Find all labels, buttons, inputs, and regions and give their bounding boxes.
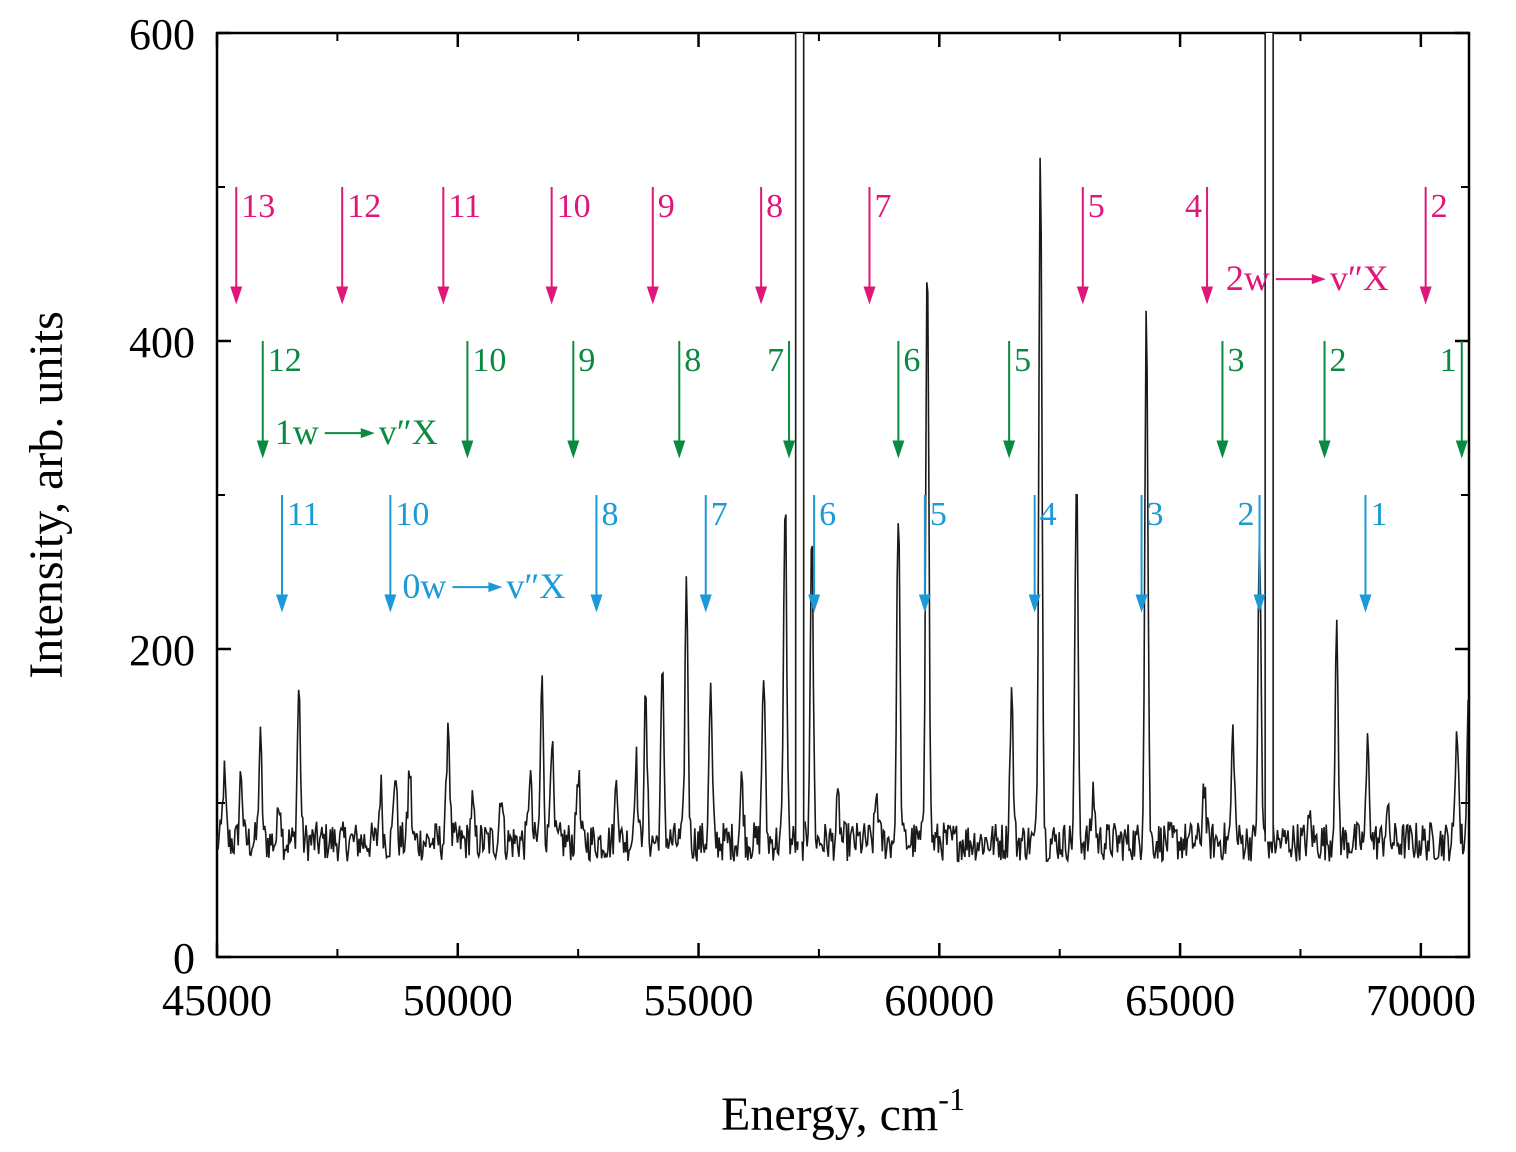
progression-number: 7 <box>711 496 728 533</box>
progression-arrow-head <box>230 287 242 305</box>
y-tick-label: 200 <box>129 626 195 675</box>
progression-arrow-head <box>546 287 558 305</box>
progression-arrow-head <box>783 441 795 459</box>
x-tick-label: 45000 <box>162 976 272 1025</box>
x-tick-label: 60000 <box>884 976 994 1025</box>
progression-number: 10 <box>472 342 506 379</box>
progression-arrow-head <box>1216 441 1228 459</box>
progression-arrow-head <box>590 595 602 613</box>
0w-progression: 11 10 8 7 6 5 4 3 2 1 0w v″X <box>276 495 1387 613</box>
progression-label-arrow-head <box>1312 274 1326 284</box>
progression-annotations: 13 12 11 10 9 8 7 5 4 22w v″X12 10 9 8 7 6 5 3 2 11w v″X11 10… <box>230 187 1468 613</box>
progression-arrow-head <box>863 287 875 305</box>
progression-number: 13 <box>241 188 275 225</box>
progression-arrow-head <box>1003 441 1015 459</box>
progression-label-tail: v″X <box>1330 258 1389 298</box>
progression-arrow-head <box>808 595 820 613</box>
progression-arrow-head <box>336 287 348 305</box>
progression-number: 12 <box>268 342 302 379</box>
progression-number: 5 <box>930 496 947 533</box>
progression-arrow-head <box>1201 287 1213 305</box>
progression-number: 8 <box>601 496 618 533</box>
progression-number: 3 <box>1227 342 1244 379</box>
progression-label-arrow-head <box>361 428 375 438</box>
x-tick-label: 70000 <box>1366 976 1476 1025</box>
progression-number: 3 <box>1147 496 1164 533</box>
progression-arrow-head <box>647 287 659 305</box>
progression-arrow-head <box>1136 595 1148 613</box>
progression-arrow-head <box>1359 595 1371 613</box>
progression-number: 7 <box>767 342 784 379</box>
y-tick-label: 400 <box>129 318 195 367</box>
progression-arrow-head <box>276 595 288 613</box>
x-tick-label: 50000 <box>403 976 513 1025</box>
progression-arrow-head <box>437 287 449 305</box>
progression-arrow-head <box>673 441 685 459</box>
progression-arrow-head <box>567 441 579 459</box>
progression-arrow-head <box>1319 441 1331 459</box>
progression-number: 7 <box>874 188 891 225</box>
progression-number: 10 <box>395 496 429 533</box>
y-axis-title: Intensity, arb. units <box>20 311 73 679</box>
progression-arrow-head <box>1456 441 1468 459</box>
progression-label-tail: v″X <box>379 412 438 452</box>
progression-number: 12 <box>347 188 381 225</box>
progression-label-tail: v″X <box>506 566 565 606</box>
progression-arrow-head <box>384 595 396 613</box>
progression-number: 10 <box>557 188 591 225</box>
x-tick-label: 55000 <box>644 976 754 1025</box>
progression-arrow-head <box>461 441 473 459</box>
progression-number: 5 <box>1088 188 1105 225</box>
progression-label: 2w <box>1226 258 1270 298</box>
progression-arrow-head <box>1077 287 1089 305</box>
progression-number: 6 <box>819 496 836 533</box>
axis-ticks <box>217 33 1469 957</box>
progression-number: 11 <box>287 496 320 533</box>
progression-number: 1 <box>1370 496 1387 533</box>
x-axis-title-superscript: -1 <box>938 1081 965 1117</box>
progression-number: 9 <box>578 342 595 379</box>
x-axis-title-text: Energy, cm <box>721 1088 938 1141</box>
progression-arrow-head <box>755 287 767 305</box>
plot-frame <box>217 33 1469 957</box>
progression-number: 11 <box>448 188 481 225</box>
progression-number: 2 <box>1238 496 1255 533</box>
progression-arrow-head <box>1254 595 1266 613</box>
progression-number: 5 <box>1014 342 1031 379</box>
x-axis-title: Energy, cm-1 <box>721 1081 965 1141</box>
progression-number: 6 <box>903 342 920 379</box>
y-tick-label: 0 <box>173 934 195 983</box>
progression-number: 4 <box>1185 188 1202 225</box>
x-tick-label: 65000 <box>1125 976 1235 1025</box>
progression-label: 0w <box>402 566 446 606</box>
y-tick-label: 600 <box>129 10 195 59</box>
progression-label: 1w <box>275 412 319 452</box>
progression-number: 2 <box>1330 342 1347 379</box>
progression-label-arrow-head <box>488 582 502 592</box>
1w-progression: 12 10 9 8 7 6 5 3 2 1 1w v″X <box>257 341 1468 459</box>
progression-number: 4 <box>1040 496 1057 533</box>
progression-arrow-head <box>700 595 712 613</box>
progression-number: 8 <box>766 188 783 225</box>
progression-number: 1 <box>1440 342 1457 379</box>
progression-number: 8 <box>684 342 701 379</box>
progression-number: 2 <box>1431 188 1448 225</box>
progression-arrow-head <box>1420 287 1432 305</box>
progression-number: 9 <box>658 188 675 225</box>
progression-arrow-head <box>892 441 904 459</box>
progression-arrow-head <box>257 441 269 459</box>
